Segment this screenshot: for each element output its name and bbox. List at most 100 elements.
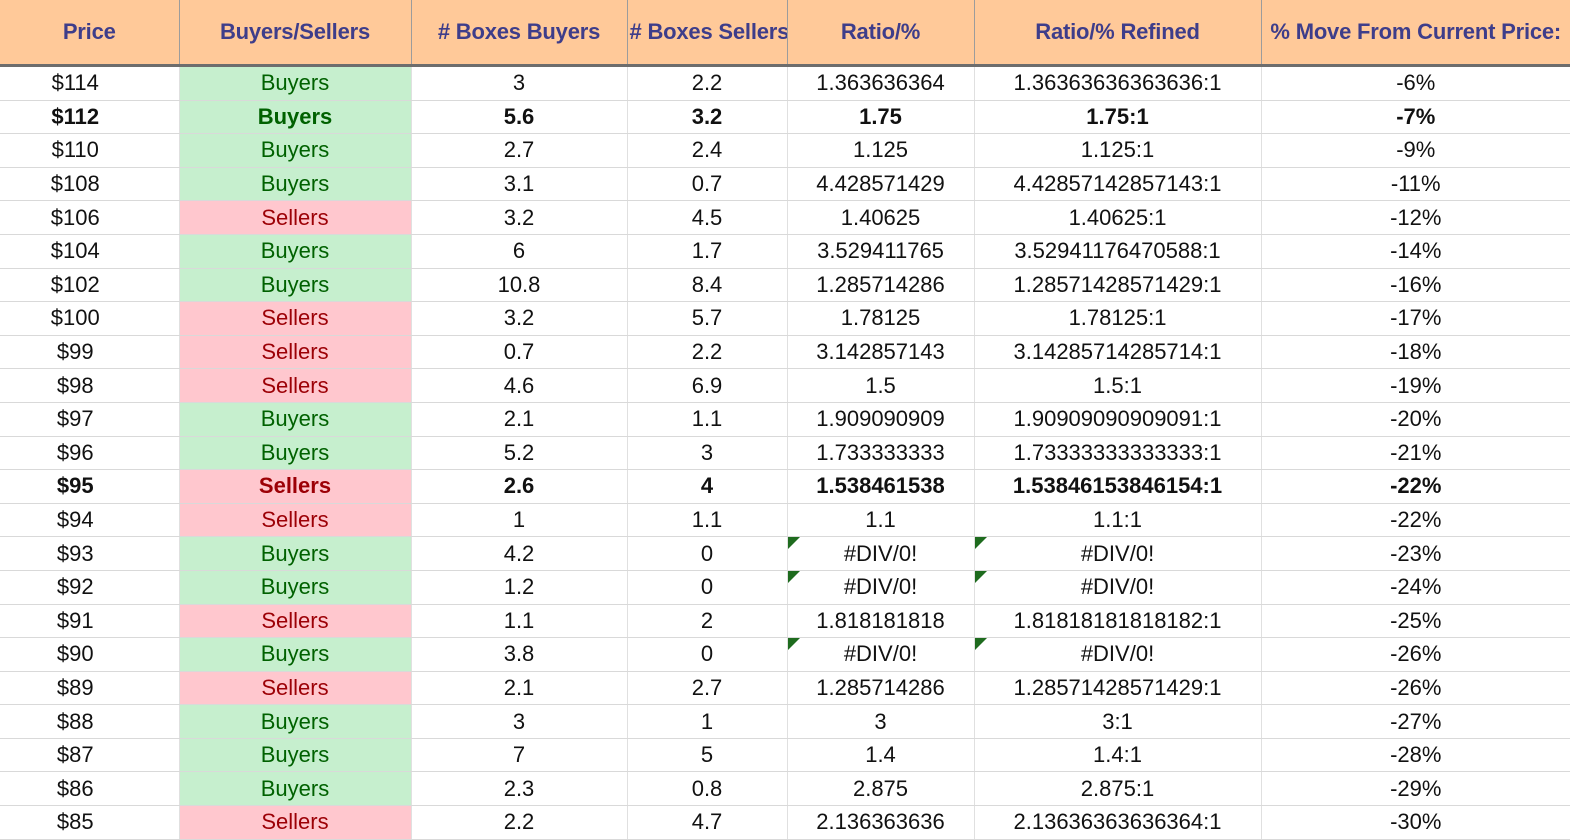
boxes-sellers-cell[interactable]: 0	[627, 536, 788, 571]
price-cell[interactable]: $85	[0, 805, 180, 840]
boxes-buyers-cell[interactable]: 1.1	[411, 604, 628, 639]
move-cell[interactable]: -18%	[1261, 335, 1570, 370]
price-cell[interactable]: $86	[0, 771, 180, 807]
boxes-buyers-cell[interactable]: 10.8	[411, 268, 628, 303]
boxes-sellers-cell[interactable]: 2.4	[627, 133, 788, 168]
boxes-buyers-cell[interactable]: 2.2	[411, 805, 628, 840]
ratio-refined-cell[interactable]: #DIV/0!	[974, 570, 1262, 605]
boxes-sellers-cell[interactable]: 0.8	[627, 771, 788, 807]
boxes-buyers-cell[interactable]: 7	[411, 738, 628, 773]
header-move-from-price[interactable]: % Move From Current Price:	[1261, 0, 1570, 67]
boxes-sellers-cell[interactable]: 1.7	[627, 234, 788, 269]
move-cell[interactable]: -23%	[1261, 536, 1570, 571]
buyers-sellers-cell[interactable]: Sellers	[179, 604, 412, 639]
ratio-cell[interactable]: 3.529411765	[787, 234, 975, 269]
ratio-refined-cell[interactable]: 1.28571428571429:1	[974, 671, 1262, 706]
price-cell[interactable]: $88	[0, 704, 180, 739]
price-cell[interactable]: $87	[0, 738, 180, 773]
boxes-buyers-cell[interactable]: 5.6	[411, 100, 628, 135]
boxes-sellers-cell[interactable]: 0	[627, 570, 788, 605]
move-cell[interactable]: -14%	[1261, 234, 1570, 269]
ratio-cell[interactable]: 1.285714286	[787, 671, 975, 706]
boxes-sellers-cell[interactable]: 0	[627, 637, 788, 672]
move-cell[interactable]: -7%	[1261, 100, 1570, 135]
price-cell[interactable]: $100	[0, 301, 180, 336]
ratio-cell[interactable]: 1.75	[787, 100, 975, 135]
boxes-sellers-cell[interactable]: 4	[627, 469, 788, 504]
ratio-refined-cell[interactable]: 1.5:1	[974, 368, 1262, 403]
ratio-cell[interactable]: 1.909090909	[787, 402, 975, 437]
move-cell[interactable]: -11%	[1261, 167, 1570, 202]
header-boxes-sellers[interactable]: # Boxes Sellers	[627, 0, 788, 67]
price-cell[interactable]: $114	[0, 65, 180, 101]
buyers-sellers-cell[interactable]: Buyers	[179, 570, 412, 605]
move-cell[interactable]: -24%	[1261, 570, 1570, 605]
ratio-refined-cell[interactable]: 2.13636363636364:1	[974, 805, 1262, 840]
move-cell[interactable]: -22%	[1261, 503, 1570, 538]
ratio-cell[interactable]: 4.428571429	[787, 167, 975, 202]
price-cell[interactable]: $92	[0, 570, 180, 605]
boxes-buyers-cell[interactable]: 4.6	[411, 368, 628, 403]
ratio-refined-cell[interactable]: 4.42857142857143:1	[974, 167, 1262, 202]
ratio-refined-cell[interactable]: 3:1	[974, 704, 1262, 739]
ratio-refined-cell[interactable]: 1.4:1	[974, 738, 1262, 773]
ratio-refined-cell[interactable]: 1.75:1	[974, 100, 1262, 135]
move-cell[interactable]: -19%	[1261, 368, 1570, 403]
ratio-refined-cell[interactable]: 1.90909090909091:1	[974, 402, 1262, 437]
ratio-cell[interactable]: 1.538461538	[787, 469, 975, 504]
boxes-sellers-cell[interactable]: 1	[627, 704, 788, 739]
price-cell[interactable]: $102	[0, 268, 180, 303]
boxes-buyers-cell[interactable]: 2.1	[411, 671, 628, 706]
move-cell[interactable]: -25%	[1261, 604, 1570, 639]
boxes-buyers-cell[interactable]: 0.7	[411, 335, 628, 370]
price-cell[interactable]: $108	[0, 167, 180, 202]
boxes-sellers-cell[interactable]: 2.7	[627, 671, 788, 706]
boxes-buyers-cell[interactable]: 5.2	[411, 436, 628, 471]
boxes-buyers-cell[interactable]: 2.3	[411, 771, 628, 807]
buyers-sellers-cell[interactable]: Buyers	[179, 771, 412, 807]
ratio-refined-cell[interactable]: 1.73333333333333:1	[974, 436, 1262, 471]
ratio-cell[interactable]: #DIV/0!	[787, 536, 975, 571]
boxes-buyers-cell[interactable]: 1.2	[411, 570, 628, 605]
buyers-sellers-cell[interactable]: Buyers	[179, 65, 412, 101]
move-cell[interactable]: -30%	[1261, 805, 1570, 840]
ratio-refined-cell[interactable]: 1.1:1	[974, 503, 1262, 538]
boxes-sellers-cell[interactable]: 2.2	[627, 335, 788, 370]
ratio-refined-cell[interactable]: 1.36363636363636:1	[974, 65, 1262, 101]
move-cell[interactable]: -20%	[1261, 402, 1570, 437]
buyers-sellers-cell[interactable]: Buyers	[179, 536, 412, 571]
price-cell[interactable]: $95	[0, 469, 180, 504]
ratio-cell[interactable]: 3	[787, 704, 975, 739]
ratio-refined-cell[interactable]: #DIV/0!	[974, 536, 1262, 571]
buyers-sellers-cell[interactable]: Buyers	[179, 234, 412, 269]
buyers-sellers-cell[interactable]: Sellers	[179, 671, 412, 706]
header-price[interactable]: Price	[0, 0, 180, 67]
boxes-sellers-cell[interactable]: 5.7	[627, 301, 788, 336]
move-cell[interactable]: -17%	[1261, 301, 1570, 336]
boxes-sellers-cell[interactable]: 0.7	[627, 167, 788, 202]
move-cell[interactable]: -26%	[1261, 637, 1570, 672]
ratio-refined-cell[interactable]: 1.125:1	[974, 133, 1262, 168]
ratio-cell[interactable]: 3.142857143	[787, 335, 975, 370]
header-ratio-refined[interactable]: Ratio/% Refined	[974, 0, 1262, 67]
price-cell[interactable]: $110	[0, 133, 180, 168]
move-cell[interactable]: -16%	[1261, 268, 1570, 303]
ratio-cell[interactable]: 2.875	[787, 771, 975, 807]
price-cell[interactable]: $91	[0, 604, 180, 639]
ratio-cell[interactable]: 1.733333333	[787, 436, 975, 471]
boxes-sellers-cell[interactable]: 4.5	[627, 200, 788, 235]
boxes-sellers-cell[interactable]: 2.2	[627, 65, 788, 101]
ratio-cell[interactable]: 1.818181818	[787, 604, 975, 639]
move-cell[interactable]: -29%	[1261, 771, 1570, 807]
buyers-sellers-cell[interactable]: Sellers	[179, 368, 412, 403]
buyers-sellers-cell[interactable]: Sellers	[179, 301, 412, 336]
ratio-refined-cell[interactable]: 1.78125:1	[974, 301, 1262, 336]
boxes-sellers-cell[interactable]: 1.1	[627, 402, 788, 437]
boxes-buyers-cell[interactable]: 6	[411, 234, 628, 269]
ratio-refined-cell[interactable]: 3.52941176470588:1	[974, 234, 1262, 269]
ratio-refined-cell[interactable]: 1.53846153846154:1	[974, 469, 1262, 504]
move-cell[interactable]: -12%	[1261, 200, 1570, 235]
ratio-cell[interactable]: #DIV/0!	[787, 637, 975, 672]
ratio-refined-cell[interactable]: #DIV/0!	[974, 637, 1262, 672]
ratio-refined-cell[interactable]: 1.81818181818182:1	[974, 604, 1262, 639]
